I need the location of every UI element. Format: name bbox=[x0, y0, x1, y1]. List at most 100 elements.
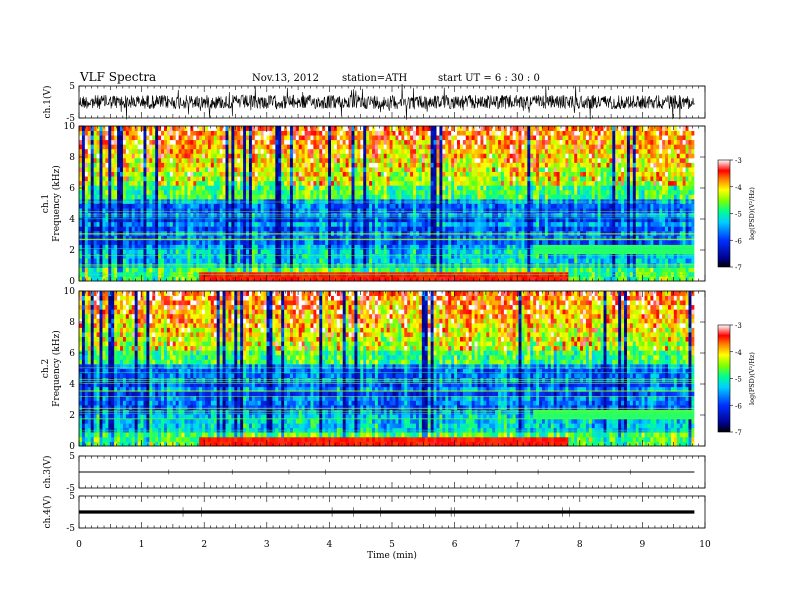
ch1-spectrogram-cell bbox=[105, 249, 109, 255]
ch1-spectrogram-cell bbox=[169, 276, 174, 282]
ch1-spectrogram-cell bbox=[600, 212, 604, 218]
ch1-spectrogram-cell bbox=[591, 198, 596, 204]
ch1-spectrogram-cell bbox=[536, 276, 540, 282]
ch1-spectrogram-cell bbox=[339, 235, 344, 241]
ch1-spectrogram-cell bbox=[246, 262, 250, 268]
ch1-spectrogram-cell bbox=[237, 239, 241, 245]
ch1-spectrogram-cell bbox=[184, 176, 188, 182]
ch1-spectrogram-cell bbox=[278, 185, 282, 191]
ch1-spectrogram-cell bbox=[424, 180, 429, 186]
ch1-spectrogram-cell bbox=[553, 208, 558, 214]
ch1-spectrogram-cell bbox=[679, 217, 684, 223]
ch1-spectrogram-cell bbox=[251, 203, 256, 209]
ch1-spectrogram-cell bbox=[243, 217, 247, 223]
ch1-spectrogram-cell bbox=[360, 258, 364, 264]
ch1-spectrogram-cell bbox=[219, 258, 223, 264]
ch1-spectrogram-cell bbox=[410, 198, 414, 204]
ch1-spectrogram-cell bbox=[665, 176, 669, 182]
ch1-spectrogram-cell bbox=[269, 249, 273, 255]
ch1-spectrogram-cell bbox=[155, 176, 159, 182]
ch1-spectrogram-cell bbox=[413, 217, 417, 223]
ch1-spectrogram-cell bbox=[585, 208, 590, 214]
ch1-spectrogram-cell bbox=[284, 221, 288, 227]
ch1-spectrogram-cell bbox=[210, 258, 215, 264]
ch1-spectrogram-cell bbox=[638, 226, 643, 232]
ch1-spectrogram-cell bbox=[583, 194, 587, 200]
ch1-spectrogram-cell bbox=[380, 194, 385, 200]
ch1-spectrogram-cell bbox=[243, 244, 247, 250]
ch1-spectrogram-cell bbox=[506, 198, 511, 204]
ch1-spectrogram-cell bbox=[357, 212, 361, 218]
ch1-spectrogram-cell bbox=[588, 217, 593, 223]
ch1-spectrogram-cell bbox=[105, 262, 109, 268]
ch1-spectrogram-cell bbox=[415, 262, 420, 268]
ch1-spectrogram-cell bbox=[612, 267, 616, 273]
ch1-spectrogram-cell bbox=[231, 239, 235, 245]
ch1-spectrogram-cell bbox=[213, 267, 218, 273]
ch1-spectrogram-cell bbox=[205, 235, 209, 241]
ch1-spectrogram-cell bbox=[498, 217, 502, 223]
ch1-spectrogram-cell bbox=[442, 185, 446, 191]
ch1-spectrogram-cell bbox=[383, 258, 388, 264]
ch1-spectrogram-cell bbox=[243, 235, 247, 241]
ch1-spectrogram-cell bbox=[325, 244, 329, 250]
ch1-spectrogram-cell bbox=[84, 267, 89, 273]
ch1-spectrogram-cell bbox=[122, 208, 127, 214]
ch1-spectrogram-cell bbox=[682, 253, 686, 259]
ch1-spectrogram-cell bbox=[251, 262, 256, 268]
ch1-spectrogram-cell bbox=[641, 208, 645, 214]
ch1-spectrogram-cell bbox=[541, 276, 546, 282]
ch1-spectrogram-cell bbox=[175, 249, 180, 255]
ch1-spectrogram-cell bbox=[530, 208, 534, 214]
ch1-spectrogram-cell bbox=[626, 203, 631, 209]
ch1-spectrogram-cell bbox=[404, 208, 408, 214]
ch1-spectrogram-cell bbox=[366, 217, 370, 223]
ch1-spectrogram-cell bbox=[184, 267, 188, 273]
ch1-spectrogram-cell bbox=[260, 262, 265, 268]
ch1-spectrogram-cell bbox=[172, 203, 177, 209]
ch1-spectrogram-cell bbox=[503, 185, 508, 191]
ch1-spectrogram-cell bbox=[415, 276, 420, 282]
ch1-spectrogram-cell bbox=[178, 249, 182, 255]
ch1-spectrogram-cell bbox=[380, 258, 385, 264]
ch1-spectrogram-cell bbox=[137, 262, 141, 268]
ch1-spectrogram-cell bbox=[122, 189, 127, 195]
ch1-spectrogram-cell bbox=[108, 185, 112, 191]
ch1-spectrogram-cell bbox=[600, 208, 604, 214]
ch1-spectrogram-cell bbox=[366, 185, 370, 191]
ch1-spectrogram-cell bbox=[629, 226, 634, 232]
ch1-spectrogram-cell bbox=[588, 208, 593, 214]
ch1-spectrogram-cell bbox=[480, 276, 484, 282]
ch1-spectrogram-cell bbox=[336, 217, 341, 223]
ch1-spectrogram-cell bbox=[483, 258, 487, 264]
ch1-spectrogram-cell bbox=[392, 208, 396, 214]
ch1-spectrogram-cell bbox=[316, 194, 320, 200]
ch1-spectrogram-cell bbox=[665, 258, 669, 264]
ch1-spectrogram-cell bbox=[442, 198, 446, 204]
ch1-spectrogram-cell bbox=[348, 217, 352, 223]
ch1-spectrogram-cell bbox=[304, 262, 308, 268]
ch1-spectrogram-cell bbox=[685, 203, 689, 209]
ch1-spectrogram-cell bbox=[486, 244, 490, 250]
ch1-spectrogram-cell bbox=[228, 212, 232, 218]
ch1-spectrogram-cell bbox=[366, 194, 370, 200]
ch1-spectrogram-cell bbox=[237, 276, 241, 282]
ch1-spectrogram-cell bbox=[521, 221, 525, 227]
ch1-spectrogram-cell bbox=[659, 226, 663, 232]
ch1-spectrogram-cell bbox=[316, 253, 320, 259]
ch1-spectrogram-cell bbox=[383, 176, 388, 182]
ch1-spectrogram-cell bbox=[439, 276, 443, 282]
ch1-spectrogram-cell bbox=[93, 244, 97, 250]
ch1-spectrogram-cell bbox=[263, 189, 267, 195]
ch1-spectrogram-cell bbox=[530, 212, 534, 218]
ch1-spectrogram-cell bbox=[632, 262, 637, 268]
ch1-spectrogram-cell bbox=[541, 221, 546, 227]
ch1-spectrogram-cell bbox=[442, 212, 446, 218]
ch1-spectrogram-cell bbox=[676, 217, 681, 223]
ch1-spectrogram-cell bbox=[134, 235, 139, 241]
ch1-spectrogram-cell bbox=[468, 226, 473, 232]
ch1-spectrogram-cell bbox=[410, 189, 414, 195]
ch1-spectrogram-cell bbox=[313, 249, 317, 255]
ch1-spectrogram-cell bbox=[225, 226, 229, 232]
ch1-spectrogram-cell bbox=[199, 180, 203, 186]
